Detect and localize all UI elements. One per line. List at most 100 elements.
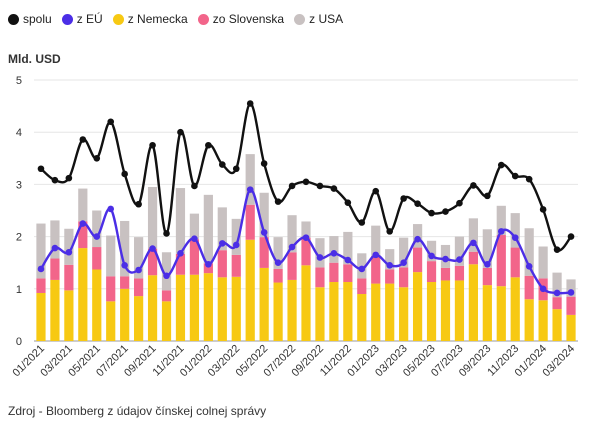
- bar-z-usa-05-2022[interactable]: [259, 192, 269, 238]
- bar-z-nemecka-01-2022[interactable]: [203, 273, 213, 341]
- point-spolu-07-2021[interactable]: [121, 170, 128, 178]
- bar-zo-slovenska-12-2023[interactable]: [524, 275, 534, 300]
- bar-z-nemecka-05-2021[interactable]: [92, 269, 102, 341]
- point-spolu-11-2023[interactable]: [511, 172, 519, 180]
- point-spolu-06-2023[interactable]: [442, 208, 449, 215]
- bar-z-nemecka-06-2023[interactable]: [440, 280, 451, 341]
- point-z-eu-12-2021[interactable]: [191, 235, 198, 242]
- point-z-eu-11-2022[interactable]: [344, 256, 352, 264]
- point-spolu-12-2022[interactable]: [358, 219, 366, 226]
- point-z-eu-06-2021[interactable]: [107, 205, 115, 213]
- bar-z-usa-01-2023[interactable]: [371, 225, 381, 256]
- bar-z-usa-03-2022[interactable]: [231, 218, 241, 255]
- point-z-eu-04-2022[interactable]: [246, 186, 254, 193]
- bar-z-usa-08-2022[interactable]: [301, 221, 311, 238]
- bar-zo-slovenska-02-2023[interactable]: [385, 269, 395, 284]
- bar-zo-slovenska-05-2023[interactable]: [426, 261, 437, 283]
- point-z-eu-02-2021[interactable]: [51, 244, 59, 252]
- bar-z-usa-04-2021[interactable]: [78, 188, 88, 222]
- bar-z-usa-11-2023[interactable]: [510, 213, 520, 248]
- bar-z-usa-08-2023[interactable]: [468, 218, 478, 252]
- bar-z-usa-03-2021[interactable]: [64, 228, 74, 265]
- point-z-eu-05-2022[interactable]: [260, 229, 268, 236]
- bar-z-nemecka-09-2022[interactable]: [315, 287, 325, 341]
- bar-z-usa-02-2024[interactable]: [552, 272, 562, 298]
- point-spolu-04-2022[interactable]: [246, 100, 254, 107]
- bar-zo-slovenska-09-2021[interactable]: [147, 248, 158, 276]
- bar-zo-slovenska-04-2022[interactable]: [245, 204, 255, 240]
- bar-zo-slovenska-10-2023[interactable]: [496, 235, 506, 287]
- point-spolu-02-2023[interactable]: [386, 228, 393, 235]
- bar-zo-slovenska-03-2023[interactable]: [399, 267, 409, 288]
- point-spolu-04-2023[interactable]: [414, 200, 421, 208]
- bar-z-nemecka-02-2023[interactable]: [385, 283, 395, 341]
- bar-z-nemecka-04-2021[interactable]: [78, 248, 88, 341]
- bar-z-nemecka-03-2024[interactable]: [566, 314, 576, 341]
- legend-item-nemecka[interactable]: z Nemecka: [112, 12, 188, 26]
- point-spolu-11-2021[interactable]: [177, 128, 184, 136]
- bar-z-nemecka-10-2023[interactable]: [496, 286, 506, 341]
- point-spolu-01-2024[interactable]: [539, 206, 547, 213]
- bar-zo-slovenska-02-2022[interactable]: [217, 250, 227, 278]
- point-spolu-10-2023[interactable]: [497, 161, 505, 169]
- bar-z-nemecka-10-2021[interactable]: [161, 301, 172, 341]
- bar-zo-slovenska-05-2021[interactable]: [92, 247, 102, 270]
- point-spolu-02-2024[interactable]: [553, 246, 561, 253]
- point-z-eu-01-2022[interactable]: [205, 260, 212, 268]
- legend-item-spolu[interactable]: spolu: [8, 12, 52, 26]
- point-z-eu-11-2023[interactable]: [511, 234, 519, 241]
- bar-z-nemecka-09-2021[interactable]: [147, 275, 158, 341]
- point-z-eu-09-2023[interactable]: [484, 260, 491, 268]
- point-spolu-05-2022[interactable]: [260, 160, 268, 167]
- point-z-eu-03-2023[interactable]: [400, 259, 407, 266]
- bar-z-nemecka-04-2022[interactable]: [245, 239, 255, 341]
- bar-z-usa-07-2022[interactable]: [287, 215, 297, 253]
- bar-z-nemecka-12-2021[interactable]: [189, 274, 200, 341]
- bar-zo-slovenska-02-2024[interactable]: [552, 297, 562, 310]
- bar-z-nemecka-08-2023[interactable]: [468, 264, 478, 341]
- bar-zo-slovenska-05-2022[interactable]: [259, 237, 269, 268]
- point-z-eu-07-2023[interactable]: [456, 256, 463, 263]
- point-z-eu-09-2022[interactable]: [316, 254, 324, 261]
- bar-z-nemecka-02-2024[interactable]: [552, 309, 562, 341]
- point-z-eu-08-2021[interactable]: [135, 266, 142, 274]
- point-z-eu-10-2021[interactable]: [163, 272, 170, 280]
- bar-zo-slovenska-12-2022[interactable]: [357, 278, 367, 295]
- bar-z-usa-03-2023[interactable]: [399, 237, 409, 268]
- point-spolu-01-2021[interactable]: [37, 165, 45, 173]
- bar-z-nemecka-03-2022[interactable]: [231, 276, 241, 341]
- bar-z-usa-04-2023[interactable]: [412, 224, 423, 248]
- bar-z-nemecka-11-2023[interactable]: [510, 277, 520, 341]
- bar-z-usa-06-2021[interactable]: [106, 235, 116, 277]
- bar-z-usa-02-2022[interactable]: [217, 207, 227, 251]
- bar-zo-slovenska-08-2023[interactable]: [468, 251, 478, 265]
- point-spolu-12-2023[interactable]: [525, 175, 533, 183]
- point-z-eu-10-2023[interactable]: [497, 228, 505, 235]
- bar-z-nemecka-08-2021[interactable]: [134, 296, 144, 341]
- bar-z-usa-10-2022[interactable]: [329, 236, 339, 263]
- bar-z-nemecka-07-2023[interactable]: [454, 280, 465, 341]
- point-z-eu-02-2022[interactable]: [219, 240, 226, 247]
- bar-z-usa-09-2022[interactable]: [315, 238, 325, 268]
- point-z-eu-01-2024[interactable]: [539, 285, 547, 293]
- bar-zo-slovenska-01-2022[interactable]: [203, 263, 213, 274]
- bar-z-usa-02-2021[interactable]: [50, 220, 60, 259]
- bar-z-usa-01-2021[interactable]: [36, 223, 46, 279]
- point-spolu-12-2021[interactable]: [191, 182, 198, 190]
- bar-z-nemecka-11-2022[interactable]: [343, 282, 353, 341]
- bar-z-nemecka-09-2023[interactable]: [482, 285, 492, 341]
- bar-zo-slovenska-10-2021[interactable]: [161, 290, 172, 302]
- bar-z-usa-12-2021[interactable]: [189, 213, 200, 240]
- bar-z-usa-05-2021[interactable]: [92, 210, 102, 248]
- bar-zo-slovenska-06-2022[interactable]: [273, 268, 283, 283]
- bar-zo-slovenska-06-2023[interactable]: [440, 267, 451, 281]
- bar-z-usa-05-2023[interactable]: [426, 240, 437, 262]
- bar-z-nemecka-01-2024[interactable]: [538, 300, 548, 341]
- point-spolu-01-2023[interactable]: [372, 187, 380, 195]
- bar-z-usa-10-2021[interactable]: [161, 252, 172, 291]
- bar-zo-slovenska-10-2022[interactable]: [329, 262, 339, 283]
- bar-zo-slovenska-11-2022[interactable]: [343, 264, 353, 283]
- point-z-eu-08-2023[interactable]: [470, 239, 477, 247]
- line-spolu[interactable]: [40, 102, 572, 252]
- bar-zo-slovenska-07-2022[interactable]: [287, 252, 297, 280]
